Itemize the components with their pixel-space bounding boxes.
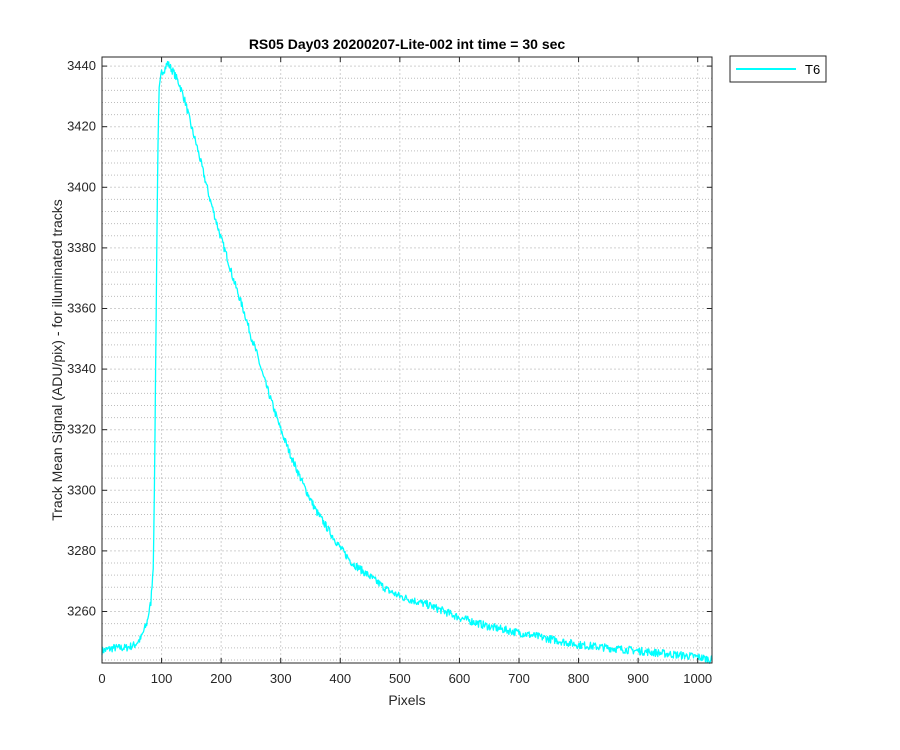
y-tick-label: 3300 xyxy=(67,482,96,497)
chart-title: RS05 Day03 20200207-Lite-002 int time = … xyxy=(249,36,566,52)
plot-frame xyxy=(101,56,713,664)
x-tick-label: 300 xyxy=(270,671,292,686)
x-tick-label: 400 xyxy=(329,671,351,686)
plot-area xyxy=(102,57,712,663)
series-layer xyxy=(101,60,713,664)
y-tick-label: 3320 xyxy=(67,422,96,437)
y-tick-label: 3440 xyxy=(67,58,96,73)
legend-label: T6 xyxy=(805,62,820,77)
x-tick-label: 800 xyxy=(568,671,590,686)
series-line-t6 xyxy=(101,60,713,664)
legend: T6 xyxy=(729,55,827,83)
y-axis-label: Track Mean Signal (ADU/pix) - for illumi… xyxy=(49,199,65,521)
y-tick-label: 3260 xyxy=(67,603,96,618)
major-grid xyxy=(102,57,712,663)
x-tick-label: 900 xyxy=(627,671,649,686)
y-tick-label: 3420 xyxy=(67,119,96,134)
y-tick-label: 3360 xyxy=(67,300,96,315)
y-tick-label: 3280 xyxy=(67,543,96,558)
y-tick-label: 3340 xyxy=(67,361,96,376)
y-axis: 3260 3280 3300 3320 3340 3360 3380 3400 3420 3440 xyxy=(67,58,712,618)
x-tick-label: 1000 xyxy=(683,671,712,686)
y-tick-label: 3380 xyxy=(67,240,96,255)
x-tick-label: 0 xyxy=(98,671,105,686)
x-tick-label: 700 xyxy=(508,671,530,686)
x-tick-label: 600 xyxy=(449,671,471,686)
x-axis: 0 100 200 300 400 500 600 700 800 900 1000 xyxy=(98,57,712,686)
x-tick-label: 100 xyxy=(151,671,173,686)
x-tick-label: 200 xyxy=(210,671,232,686)
x-tick-label: 500 xyxy=(389,671,411,686)
y-tick-label: 3400 xyxy=(67,179,96,194)
x-axis-label: Pixels xyxy=(388,692,425,708)
